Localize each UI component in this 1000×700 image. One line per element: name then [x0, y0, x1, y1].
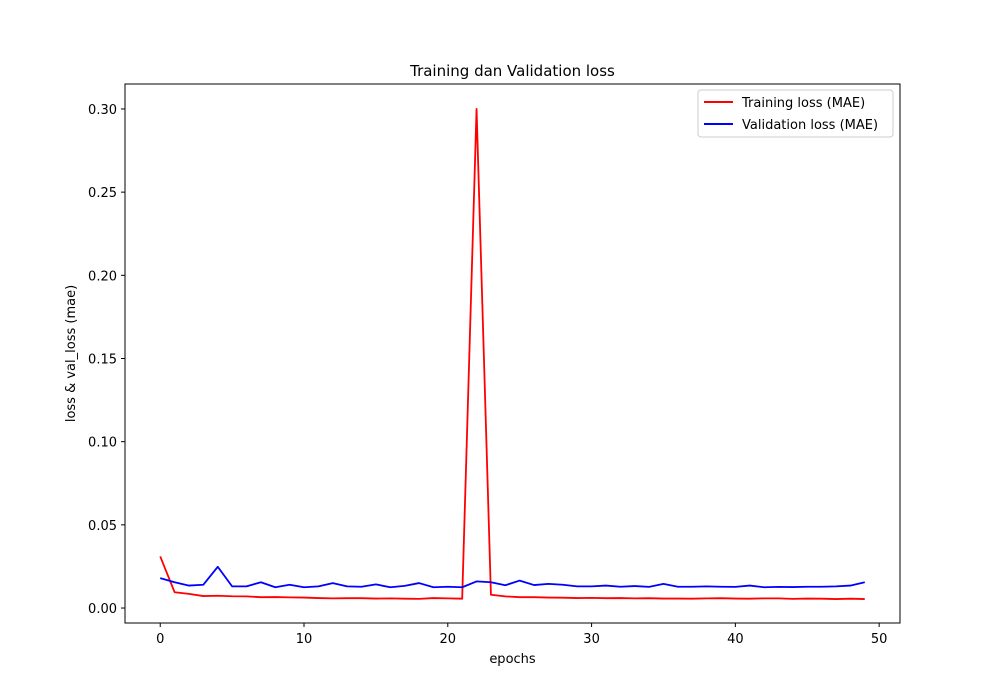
x-tick-label: 50: [871, 632, 888, 647]
y-tick-label: 0.15: [88, 352, 117, 367]
plot-area: [159, 108, 865, 600]
legend-box: [697, 89, 894, 138]
legend-label-training: Training loss (MAE): [741, 96, 865, 111]
series-line-training: [159, 108, 865, 600]
y-tick-label: 0.05: [88, 519, 117, 534]
y-tick-label: 0.25: [88, 186, 117, 201]
y-axis-label: loss & val_loss (mae): [64, 285, 79, 422]
y-tick-label: 0.10: [88, 436, 117, 451]
legend: Training loss (MAE) Validation loss (MAE…: [697, 89, 894, 138]
y-tick-label: 0.00: [88, 602, 117, 617]
series-line-validation: [159, 565, 865, 589]
legend-label-validation: Validation loss (MAE): [742, 118, 878, 133]
x-axis-label: epochs: [489, 652, 536, 667]
y-tick-label: 0.30: [88, 103, 117, 118]
x-tick-label: 10: [296, 632, 313, 647]
x-tick-label: 20: [440, 632, 457, 647]
y-tick-label: 0.20: [88, 269, 117, 284]
x-tick-label: 40: [727, 632, 744, 647]
plot-frame: [124, 83, 901, 624]
x-axis: 0 10 20 30 40 50: [156, 623, 887, 647]
y-axis: 0.00 0.05 0.10 0.15 0.20 0.25 0.30: [88, 103, 125, 617]
x-tick-label: 0: [156, 632, 164, 647]
chart-title: Training dan Validation loss: [409, 62, 615, 80]
x-tick-label: 30: [583, 632, 600, 647]
